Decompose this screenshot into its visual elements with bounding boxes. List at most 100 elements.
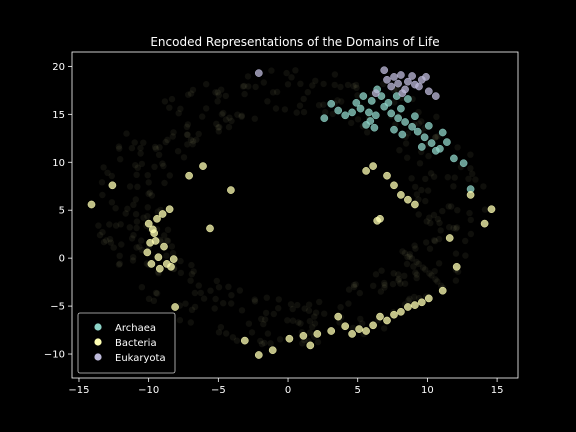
halo-point	[450, 224, 457, 232]
halo-point	[152, 145, 160, 152]
data-point	[387, 82, 396, 91]
halo-point	[415, 196, 422, 203]
halo-point	[163, 252, 170, 259]
halo-point	[228, 300, 235, 307]
y-tick-label: 5	[59, 206, 65, 217]
halo-point	[99, 229, 106, 236]
halo-point	[169, 133, 176, 140]
halo-point	[434, 215, 442, 223]
halo-point	[390, 270, 397, 277]
density-halo	[95, 67, 489, 348]
data-point	[144, 219, 153, 228]
halo-point	[357, 315, 364, 323]
halo-point	[435, 235, 443, 243]
y-tick-label: 10	[52, 158, 65, 169]
halo-point	[454, 144, 461, 151]
data-point	[206, 224, 214, 233]
halo-point	[168, 95, 176, 103]
data-point	[108, 181, 117, 190]
halo-point	[238, 112, 245, 119]
halo-point	[426, 214, 433, 221]
halo-point	[144, 204, 151, 211]
halo-point	[238, 307, 246, 314]
data-point	[169, 255, 178, 263]
halo-point	[258, 340, 266, 348]
halo-point	[406, 251, 414, 258]
halo-point	[182, 300, 189, 307]
plot-frame	[71, 51, 519, 379]
halo-point	[448, 203, 455, 210]
halo-point	[284, 81, 292, 88]
halo-point	[352, 281, 359, 288]
data-point	[355, 325, 363, 333]
data-point	[327, 99, 336, 108]
halo-point	[245, 320, 253, 327]
halo-point	[450, 183, 457, 190]
halo-point	[350, 281, 358, 289]
halo-point	[106, 221, 113, 228]
data-point	[411, 112, 419, 121]
halo-point	[193, 136, 200, 143]
data-point	[158, 210, 167, 218]
halo-point	[321, 310, 328, 317]
halo-point	[122, 210, 129, 217]
halo-point	[189, 86, 197, 94]
data-point	[359, 92, 368, 100]
halo-point	[153, 290, 161, 297]
halo-point	[480, 183, 487, 190]
halo-point	[300, 108, 308, 116]
data-point	[155, 264, 164, 273]
halo-point	[304, 89, 311, 96]
halo-point	[424, 187, 432, 194]
data-point	[148, 225, 157, 234]
data-point	[438, 286, 447, 295]
halo-point	[137, 150, 144, 157]
halo-point	[138, 160, 146, 168]
halo-point	[215, 124, 222, 131]
data-point	[383, 171, 391, 180]
data-point	[466, 191, 475, 199]
halo-point	[96, 231, 104, 239]
halo-point	[177, 269, 185, 277]
halo-point	[184, 121, 192, 128]
halo-point	[270, 310, 277, 318]
halo-point	[257, 337, 264, 345]
data-point	[417, 143, 426, 151]
halo-point	[267, 340, 274, 347]
data-point	[398, 89, 407, 98]
halo-point	[163, 237, 171, 244]
halo-point	[117, 221, 124, 228]
halo-point	[260, 320, 267, 328]
data-point	[153, 214, 161, 223]
legend-label: Archaea	[115, 323, 156, 334]
halo-point	[187, 319, 194, 326]
halo-point	[338, 98, 345, 105]
halo-point	[320, 101, 327, 108]
halo-point	[130, 254, 137, 261]
data-point	[313, 330, 322, 338]
halo-point	[215, 329, 223, 336]
halo-point	[134, 164, 141, 171]
halo-point	[432, 133, 439, 141]
halo-point	[152, 289, 160, 297]
halo-point	[164, 237, 172, 245]
data-point	[306, 341, 315, 350]
halo-point	[305, 307, 313, 314]
halo-point	[359, 320, 366, 327]
data-point	[299, 331, 308, 340]
data-point	[227, 186, 235, 194]
halo-point	[337, 304, 344, 311]
halo-point	[112, 205, 119, 212]
data-point	[397, 71, 405, 79]
x-axis: −15 −10 −5 0 5 10 15	[68, 378, 503, 396]
halo-point	[353, 84, 360, 92]
halo-point	[354, 116, 362, 123]
data-point	[367, 97, 376, 105]
halo-point	[258, 315, 265, 323]
legend-marker	[94, 353, 102, 361]
halo-point	[161, 232, 168, 239]
halo-point	[200, 295, 208, 302]
halo-point	[133, 224, 140, 232]
halo-point	[108, 172, 116, 180]
halo-point	[381, 281, 388, 289]
